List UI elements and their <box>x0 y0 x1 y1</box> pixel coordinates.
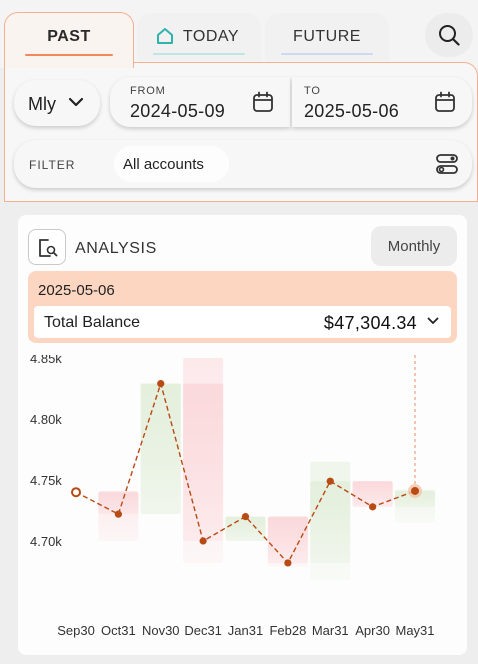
from-value: 2024-05-09 <box>130 101 226 121</box>
tab-future-label: FUTURE <box>293 28 361 45</box>
tab-future-indicator <box>281 53 373 55</box>
filter-label: FILTER <box>29 158 76 172</box>
tab-today-indicator <box>153 53 245 55</box>
from-label: FROM <box>130 85 166 97</box>
x-tick-label: Mar31 <box>312 623 349 638</box>
x-tick-label: May31 <box>395 623 434 638</box>
period-select[interactable]: Mly <box>14 80 100 126</box>
chart-tooltip: 2025-05-06 Total Balance $47,304.34 <box>28 271 457 343</box>
account-filter-bar: FILTER All accounts <box>14 140 472 188</box>
candle-body <box>267 516 308 563</box>
data-point <box>157 380 165 388</box>
x-tick-label: Jan31 <box>228 623 263 638</box>
tooltip-row[interactable]: Total Balance $47,304.34 <box>34 306 451 338</box>
to-label: TO <box>304 85 321 97</box>
analysis-icon <box>39 239 58 257</box>
x-tick-label: Dec31 <box>184 623 222 638</box>
search-icon <box>439 25 460 46</box>
x-tick-label: Feb28 <box>269 623 306 638</box>
calendar-icon <box>253 91 273 112</box>
tab-past-label: PAST <box>47 28 91 45</box>
interval-label: Monthly <box>387 238 441 255</box>
y-tick-label: 4.70k <box>30 534 62 549</box>
balance-chart[interactable]: 4.70k 4.75k 4.80k 4.85k Sep30 Oct31 Nov30 Dec31… <box>18 355 467 645</box>
candle-body <box>352 481 393 507</box>
from-date-field[interactable]: FROM 2024-05-09 <box>110 77 290 127</box>
data-point <box>326 477 334 485</box>
x-tick-label: Nov30 <box>142 623 180 638</box>
y-tick-label: 4.85k <box>30 355 62 366</box>
to-date-field[interactable]: TO 2025-05-06 <box>292 77 472 127</box>
accounts-chip-label: All accounts <box>123 156 204 173</box>
analysis-icon-box <box>28 229 66 265</box>
analysis-title: ANALYSIS <box>75 240 157 257</box>
data-point <box>199 537 207 545</box>
x-tick-label: Oct31 <box>101 623 136 638</box>
tooltip-series-name: Total Balance <box>44 314 141 331</box>
interval-toggle[interactable]: Monthly <box>371 226 457 266</box>
data-point <box>114 510 122 518</box>
toggle-settings-icon[interactable] <box>435 153 459 175</box>
home-icon <box>157 28 173 44</box>
tooltip-value: $47,304.34 <box>323 313 417 333</box>
search-button[interactable] <box>425 13 473 57</box>
data-point <box>71 487 81 498</box>
analysis-card: ANALYSIS Monthly 2025-05-06 Total Balanc… <box>18 215 467 655</box>
data-point <box>284 559 292 567</box>
tab-future[interactable]: FUTURE <box>265 13 389 61</box>
tab-today[interactable]: TODAY <box>137 13 261 61</box>
period-value: Mly <box>28 94 56 114</box>
candle-body <box>140 383 181 515</box>
data-point <box>411 486 419 495</box>
tab-today-label: TODAY <box>182 28 240 45</box>
y-tick-label: 4.75k <box>30 473 62 488</box>
to-value: 2025-05-06 <box>304 101 400 121</box>
calendar-icon <box>435 91 455 112</box>
tab-past-indicator <box>25 54 113 56</box>
data-point <box>369 503 377 511</box>
x-tick-label: Sep30 <box>57 623 95 638</box>
candle-body <box>225 516 266 541</box>
tooltip-date: 2025-05-06 <box>38 282 115 299</box>
candle-body <box>183 383 224 541</box>
chevron-down-icon <box>427 317 439 324</box>
candle-body <box>310 481 351 563</box>
tab-past[interactable]: PAST <box>4 12 134 68</box>
x-tick-label: Apr30 <box>355 623 390 638</box>
accounts-chip[interactable]: All accounts <box>114 146 229 182</box>
y-tick-label: 4.80k <box>30 412 62 427</box>
chevron-down-icon <box>68 97 84 107</box>
data-point <box>241 513 250 521</box>
